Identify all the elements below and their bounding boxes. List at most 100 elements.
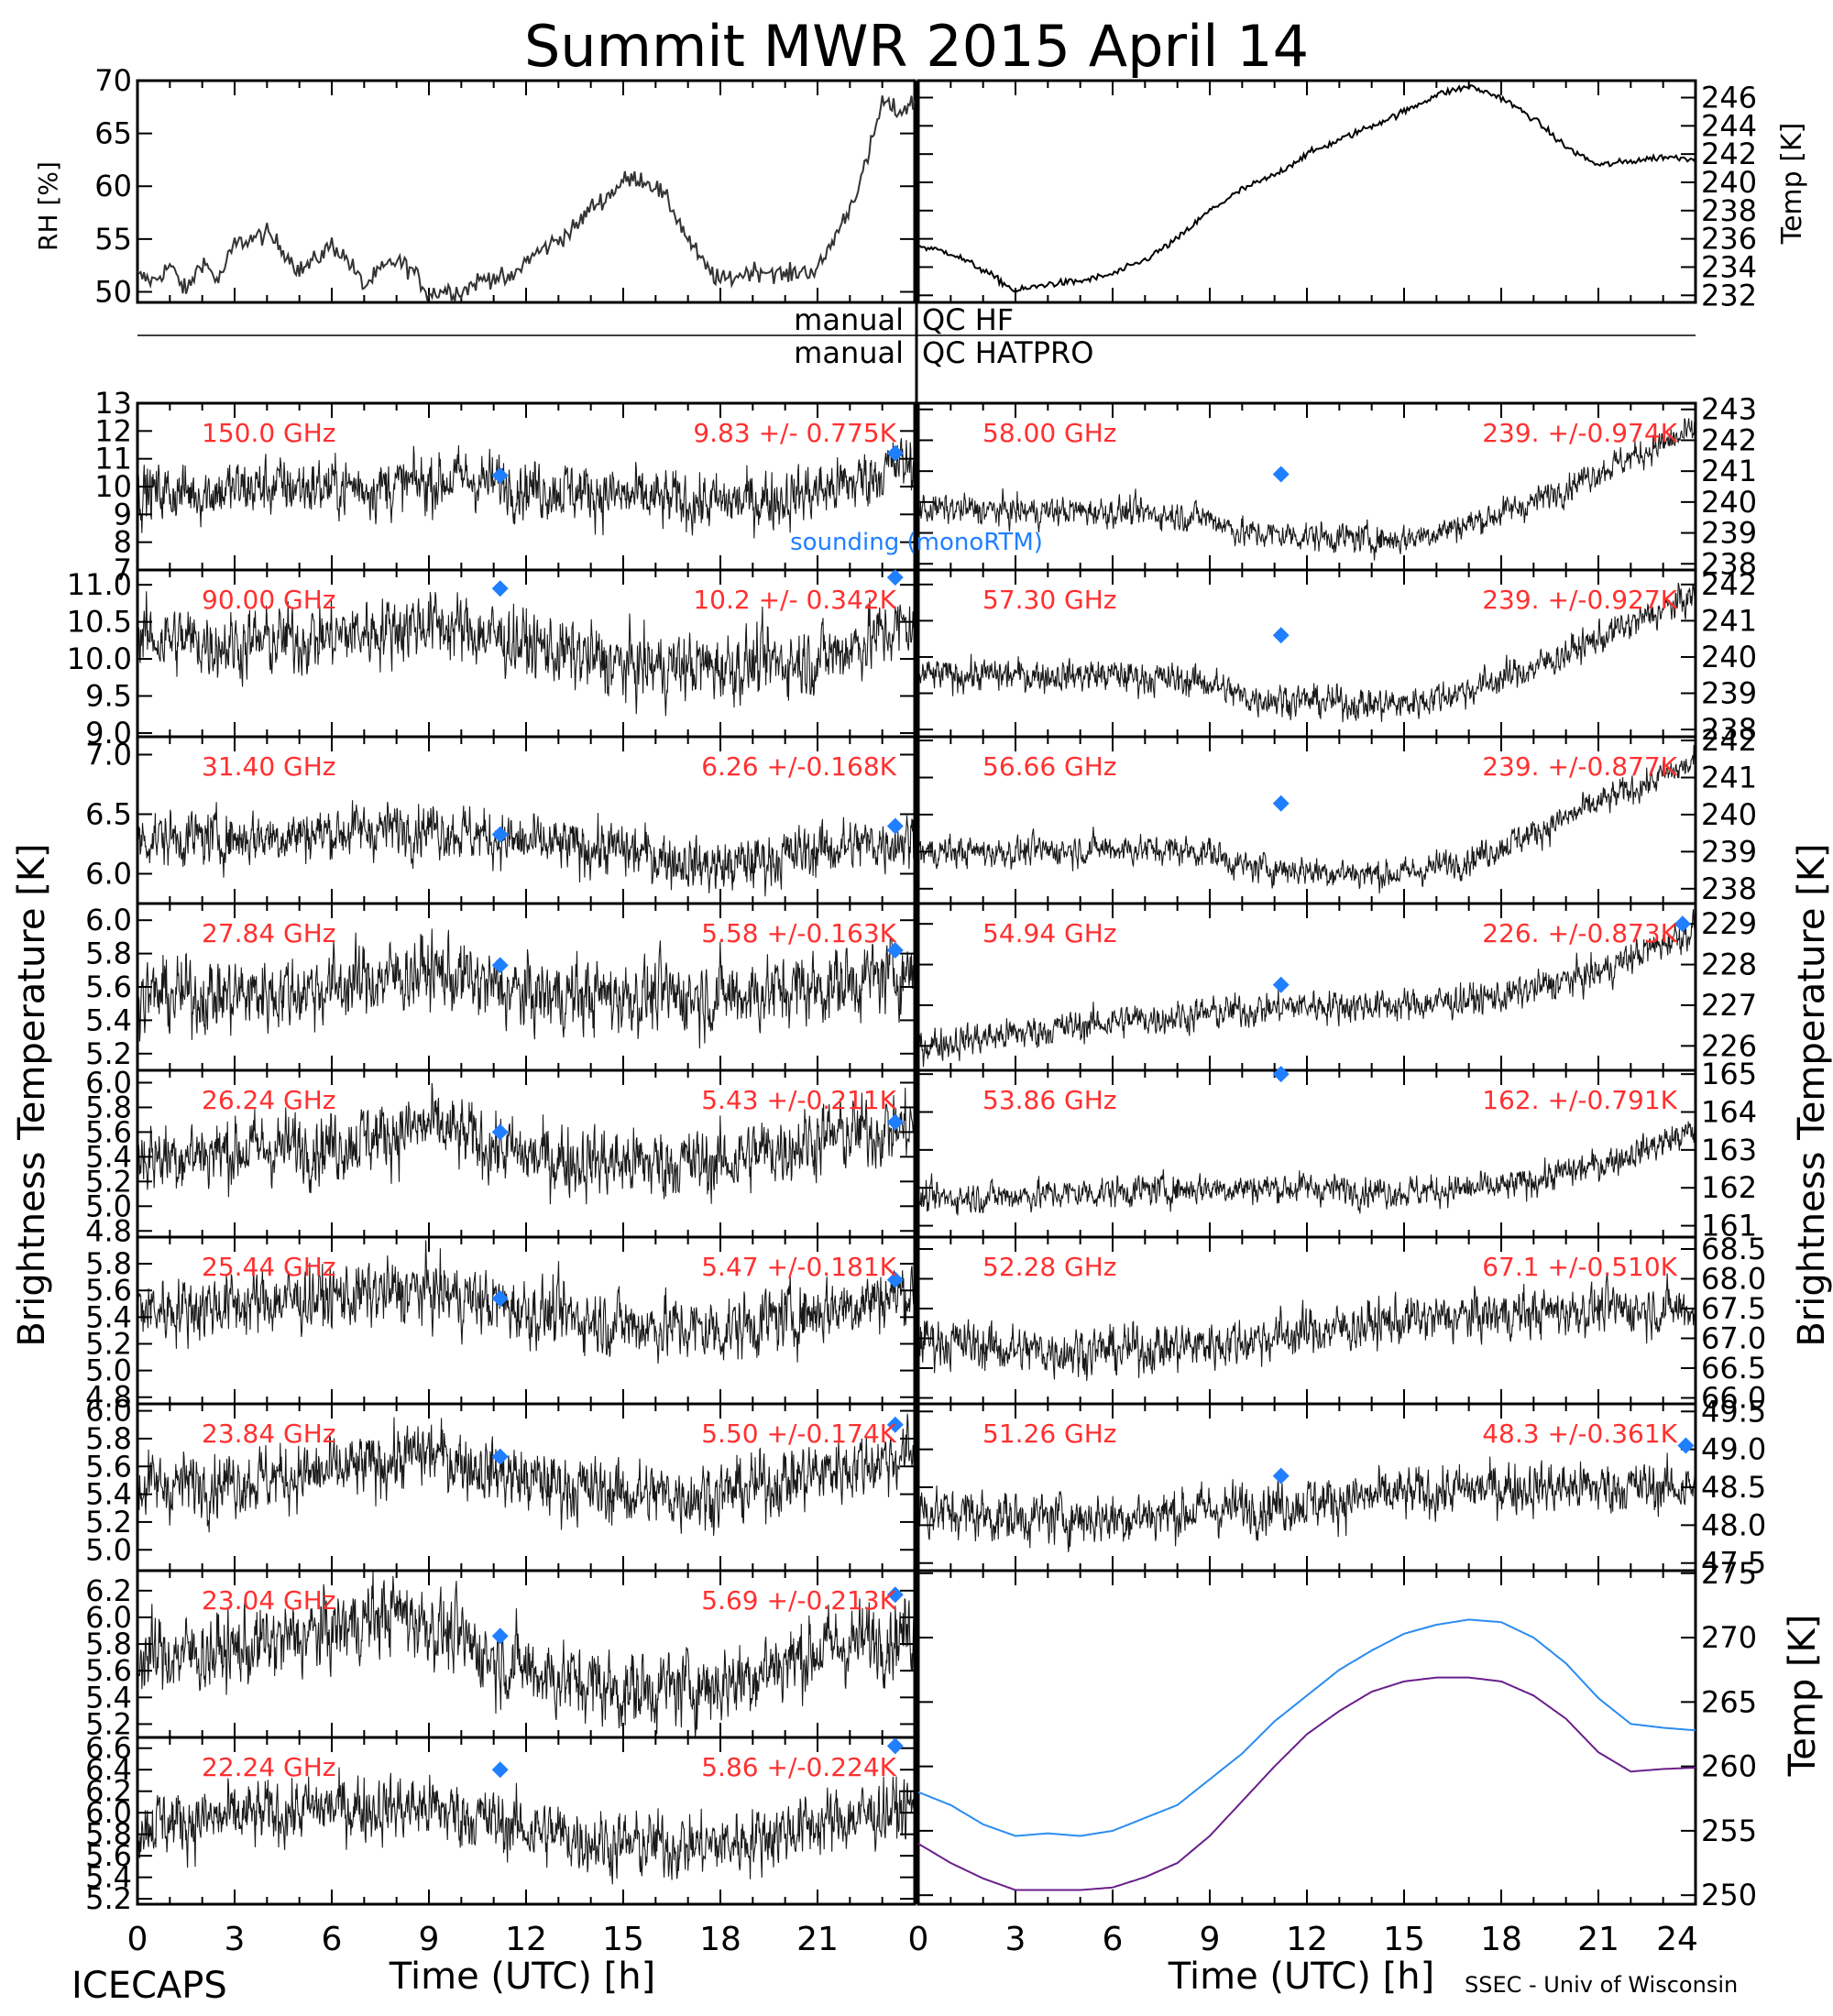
series-line-temp-0 bbox=[917, 84, 1696, 293]
freq-label-23.04: 23.04 GHz bbox=[202, 1585, 336, 1616]
y-tick-label: 5.4 bbox=[85, 1003, 132, 1037]
stat-label-23.04: 5.69 +/-0.213K bbox=[701, 1585, 896, 1616]
y-tick-label: 239 bbox=[1701, 516, 1757, 551]
y-tick-label: 5.4 bbox=[85, 1477, 132, 1512]
y-tick-label: 5.8 bbox=[85, 1246, 132, 1281]
bb-axis-label: Temp [K] bbox=[1782, 1615, 1824, 1778]
panel-90.00: 9.09.510.010.511.0 90.00 GHz 10.2 +/- 0.34… bbox=[67, 567, 916, 751]
y-tick-label: 5.4 bbox=[85, 1860, 132, 1895]
y-tick-label: 9.5 bbox=[85, 679, 132, 714]
panel-blackbody: 250 255 260 265 270 275 bbox=[916, 1556, 1757, 1912]
time-axis-label-right: Time (UTC) [h] bbox=[1168, 1956, 1434, 1998]
y-tick-label: 49.5 bbox=[1701, 1394, 1766, 1429]
y-tick-label: 238 bbox=[1701, 546, 1757, 581]
y-tick-label: 5.0 bbox=[85, 1532, 132, 1567]
sounding-point-90.00-0 bbox=[491, 580, 509, 597]
y-tick-label: 65 bbox=[94, 116, 132, 151]
sounding-point-51.26-0 bbox=[1272, 1467, 1290, 1485]
y-tick-label: 241 bbox=[1701, 603, 1757, 638]
y-tick-label: 5.4 bbox=[85, 1680, 132, 1715]
y-tick-label: 5.2 bbox=[85, 1326, 132, 1361]
series-line-23.84 bbox=[137, 1413, 916, 1536]
y-tick-label: 50 bbox=[94, 274, 132, 309]
series-line-51.26 bbox=[917, 1452, 1696, 1552]
sounding-point-53.86-0 bbox=[1272, 1066, 1290, 1083]
y-tick-label: 49.0 bbox=[1701, 1432, 1766, 1467]
freq-label-53.86: 53.86 GHz bbox=[982, 1085, 1117, 1115]
sounding-point-54.94-1 bbox=[1674, 915, 1691, 933]
panel-rh: 50 55 60 65 70 bbox=[94, 63, 916, 309]
y-tick-label: 242 bbox=[1701, 567, 1757, 602]
freq-label-51.26: 51.26 GHz bbox=[982, 1419, 1117, 1449]
y-tick-label: 246 bbox=[1701, 80, 1757, 115]
y-tick-label: 60 bbox=[94, 169, 132, 203]
y-tick-label: 6.0 bbox=[85, 857, 132, 892]
y-tick-label: 10.5 bbox=[67, 605, 132, 640]
y-tick-label: 68.0 bbox=[1701, 1262, 1766, 1297]
y-tick-label: 265 bbox=[1701, 1684, 1757, 1719]
y-tick-label: 5.8 bbox=[85, 1421, 132, 1456]
y-tick-label: 4.8 bbox=[85, 1213, 132, 1248]
y-tick-label: 229 bbox=[1701, 906, 1757, 941]
y-tick-label: 5.2 bbox=[85, 1505, 132, 1539]
plot-area: 5055606570232234236238240242244246789101… bbox=[67, 63, 1767, 1958]
x-tick-label-left: 3 bbox=[225, 1921, 246, 1958]
panel-22.24: 5.25.45.65.86.06.26.46.6 22.24 GHz 5.86 +/… bbox=[85, 1731, 916, 1916]
y-tick-label: 241 bbox=[1701, 454, 1757, 488]
y-tick-label: 242 bbox=[1701, 422, 1757, 457]
y-tick-label: 7 bbox=[114, 553, 132, 587]
sounding-point-90.00-1 bbox=[886, 569, 904, 586]
x-tick-label-right: 24 bbox=[1656, 1921, 1698, 1958]
y-tick-label: 242 bbox=[1701, 137, 1757, 171]
series-line-57.30 bbox=[917, 582, 1696, 723]
freq-label-56.66: 56.66 GHz bbox=[982, 751, 1117, 782]
panel-25.44: 4.85.05.25.45.65.8 25.44 GHz 5.47 +/-0.181… bbox=[85, 1235, 916, 1415]
sounding-point-56.66-0 bbox=[1272, 794, 1290, 812]
y-tick-label: 11.0 bbox=[67, 567, 132, 602]
y-tick-label: 6.5 bbox=[85, 797, 132, 832]
freq-label-31.40: 31.40 GHz bbox=[202, 751, 336, 782]
freq-label-57.30: 57.30 GHz bbox=[982, 585, 1117, 615]
freq-label-58.00: 58.00 GHz bbox=[982, 418, 1117, 448]
sounding-point-150.0-1 bbox=[886, 444, 904, 462]
freq-label-22.24: 22.24 GHz bbox=[202, 1752, 336, 1782]
y-tick-label: 6.0 bbox=[85, 1065, 132, 1100]
y-tick-label: 5.6 bbox=[85, 1449, 132, 1484]
qc-hatpro-manual: manual bbox=[794, 335, 904, 370]
y-tick-label: 6.2 bbox=[85, 1774, 132, 1809]
y-tick-label: 243 bbox=[1701, 392, 1757, 427]
tb-axis-label-left: Brightness Temperature [K] bbox=[11, 843, 53, 1346]
stat-label-150.0: 9.83 +/- 0.775K bbox=[693, 418, 896, 448]
y-tick-label: 13 bbox=[94, 386, 132, 421]
time-axis-label-left: Time (UTC) [h] bbox=[389, 1956, 655, 1998]
series-line-52.28 bbox=[917, 1272, 1696, 1382]
series-line-90.00 bbox=[137, 591, 916, 717]
footer-icecaps: ICECAPS bbox=[71, 1965, 227, 2007]
y-tick-label: 5.8 bbox=[85, 1627, 132, 1661]
stat-label-58.00: 239. +/-0.974K bbox=[1482, 418, 1677, 448]
sounding-point-23.04-1 bbox=[886, 1586, 904, 1604]
series-line-blackbody-0 bbox=[917, 1618, 1696, 1837]
y-tick-label: 164 bbox=[1701, 1095, 1757, 1130]
y-tick-label: 70 bbox=[94, 63, 132, 98]
panel-51.26: 47.5 48.048.549.049.5 51.26 GHz 48.3 +/-0.3… bbox=[916, 1394, 1766, 1581]
y-tick-label: 48.0 bbox=[1701, 1507, 1766, 1542]
y-tick-label: 48.5 bbox=[1701, 1470, 1766, 1505]
y-tick-label: 8 bbox=[114, 525, 132, 560]
series-line-31.40 bbox=[137, 800, 916, 897]
freq-label-27.84: 27.84 GHz bbox=[202, 918, 336, 948]
y-tick-label: 10 bbox=[94, 469, 132, 504]
stat-label-52.28: 67.1 +/-0.510K bbox=[1482, 1252, 1677, 1282]
stat-label-51.26: 48.3 +/-0.361K bbox=[1482, 1419, 1677, 1449]
y-tick-label: 5.8 bbox=[85, 937, 132, 971]
y-tick-label: 66.5 bbox=[1701, 1351, 1766, 1386]
series-line-53.86 bbox=[917, 1118, 1696, 1216]
stat-label-25.44: 5.47 +/-0.181K bbox=[701, 1252, 896, 1282]
y-tick-label: 242 bbox=[1701, 723, 1757, 758]
series-line-23.04 bbox=[137, 1571, 916, 1738]
temp-axis-label: Temp [K] bbox=[1776, 123, 1808, 246]
y-tick-label: 227 bbox=[1701, 988, 1757, 1023]
qc-hatpro-label: QC HATPRO bbox=[922, 335, 1093, 370]
